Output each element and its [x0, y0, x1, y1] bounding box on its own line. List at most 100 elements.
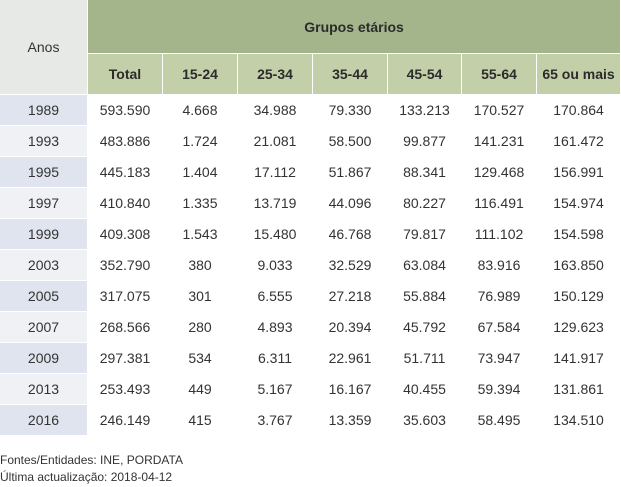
value-cell: 280: [163, 312, 238, 343]
value-cell: 13.359: [313, 405, 388, 436]
table-row: 2007 268.566 280 4.893 20.394 45.792 67.584 129…: [0, 312, 621, 343]
value-cell: 268.566: [88, 312, 163, 343]
value-cell: 22.961: [313, 343, 388, 374]
value-cell: 63.084: [388, 250, 462, 281]
value-cell: 76.989: [462, 281, 537, 312]
value-cell: 445.183: [88, 157, 163, 188]
value-cell: 99.877: [388, 126, 462, 157]
year-cell: 1997: [0, 188, 88, 219]
value-cell: 58.495: [462, 405, 537, 436]
value-cell: 80.227: [388, 188, 462, 219]
value-cell: 6.555: [238, 281, 313, 312]
value-cell: 4.893: [238, 312, 313, 343]
value-cell: 141.231: [462, 126, 537, 157]
table-row: 1995 445.183 1.404 17.112 51.867 88.341 129.46…: [0, 157, 621, 188]
value-cell: 3.767: [238, 405, 313, 436]
year-cell: 2013: [0, 374, 88, 405]
value-cell: 46.768: [313, 219, 388, 250]
table-row: 2009 297.381 534 6.311 22.961 51.711 73.947 141…: [0, 343, 621, 374]
year-cell: 2016: [0, 405, 88, 436]
year-cell: 1999: [0, 219, 88, 250]
footer-sources: Fontes/Entidades: INE, PORDATA: [0, 453, 183, 467]
table-row: 2013 253.493 449 5.167 16.167 40.455 59.394 131…: [0, 374, 621, 405]
value-cell: 170.864: [537, 95, 621, 126]
column-header-row: Total 15-24 25-34 35-44 45-54 55-64 65 o…: [0, 54, 621, 95]
year-cell: 2003: [0, 250, 88, 281]
value-cell: 4.668: [163, 95, 238, 126]
value-cell: 13.719: [238, 188, 313, 219]
value-cell: 1.335: [163, 188, 238, 219]
value-cell: 1.404: [163, 157, 238, 188]
table-body: 1989 593.590 4.668 34.988 79.330 133.213 170.5…: [0, 95, 621, 436]
value-cell: 246.149: [88, 405, 163, 436]
value-cell: 116.491: [462, 188, 537, 219]
table-row: 1997 410.840 1.335 13.719 44.096 80.227 116.49…: [0, 188, 621, 219]
value-cell: 73.947: [462, 343, 537, 374]
value-cell: 21.081: [238, 126, 313, 157]
value-cell: 593.590: [88, 95, 163, 126]
value-cell: 409.308: [88, 219, 163, 250]
value-cell: 301: [163, 281, 238, 312]
value-cell: 129.468: [462, 157, 537, 188]
value-cell: 154.598: [537, 219, 621, 250]
value-cell: 55.884: [388, 281, 462, 312]
value-cell: 170.527: [462, 95, 537, 126]
value-cell: 34.988: [238, 95, 313, 126]
value-cell: 297.381: [88, 343, 163, 374]
value-cell: 79.330: [313, 95, 388, 126]
value-cell: 9.033: [238, 250, 313, 281]
value-cell: 88.341: [388, 157, 462, 188]
value-cell: 154.974: [537, 188, 621, 219]
value-cell: 141.917: [537, 343, 621, 374]
value-cell: 380: [163, 250, 238, 281]
value-cell: 79.817: [388, 219, 462, 250]
table-row: 2005 317.075 301 6.555 27.218 55.884 76.989 150…: [0, 281, 621, 312]
value-cell: 35.603: [388, 405, 462, 436]
column-header-35-44: 35-44: [313, 54, 388, 95]
value-cell: 15.480: [238, 219, 313, 250]
value-cell: 59.394: [462, 374, 537, 405]
table-row: 1999 409.308 1.543 15.480 46.768 79.817 111.10…: [0, 219, 621, 250]
year-cell: 1989: [0, 95, 88, 126]
value-cell: 161.472: [537, 126, 621, 157]
table-row: 2003 352.790 380 9.033 32.529 63.084 83.916 163…: [0, 250, 621, 281]
value-cell: 483.886: [88, 126, 163, 157]
value-cell: 1.543: [163, 219, 238, 250]
table-row: 1993 483.886 1.724 21.081 58.500 99.877 141.23…: [0, 126, 621, 157]
column-header-65-ou-mais: 65 ou mais: [537, 54, 621, 95]
value-cell: 352.790: [88, 250, 163, 281]
year-cell: 2005: [0, 281, 88, 312]
value-cell: 32.529: [313, 250, 388, 281]
column-header-total: Total: [88, 54, 163, 95]
value-cell: 156.991: [537, 157, 621, 188]
value-cell: 20.394: [313, 312, 388, 343]
value-cell: 16.167: [313, 374, 388, 405]
value-cell: 67.584: [462, 312, 537, 343]
value-cell: 5.167: [238, 374, 313, 405]
age-group-table: Anos Grupos etários Total 15-24 25-34 35…: [0, 0, 621, 436]
value-cell: 111.102: [462, 219, 537, 250]
value-cell: 27.218: [313, 281, 388, 312]
year-cell: 2009: [0, 343, 88, 374]
value-cell: 6.311: [238, 343, 313, 374]
value-cell: 534: [163, 343, 238, 374]
value-cell: 17.112: [238, 157, 313, 188]
header-anos: Anos: [0, 0, 88, 95]
value-cell: 58.500: [313, 126, 388, 157]
year-cell: 1993: [0, 126, 88, 157]
value-cell: 150.129: [537, 281, 621, 312]
value-cell: 51.711: [388, 343, 462, 374]
value-cell: 131.861: [537, 374, 621, 405]
column-header-45-54: 45-54: [388, 54, 462, 95]
value-cell: 83.916: [462, 250, 537, 281]
value-cell: 44.096: [313, 188, 388, 219]
column-header-15-24: 15-24: [163, 54, 238, 95]
value-cell: 134.510: [537, 405, 621, 436]
table-row: 2016 246.149 415 3.767 13.359 35.603 58.495 134…: [0, 405, 621, 436]
year-cell: 2007: [0, 312, 88, 343]
value-cell: 133.213: [388, 95, 462, 126]
table-row: 1989 593.590 4.668 34.988 79.330 133.213 170.5…: [0, 95, 621, 126]
value-cell: 317.075: [88, 281, 163, 312]
value-cell: 40.455: [388, 374, 462, 405]
footer-last-update: Última actualização: 2018-04-12: [0, 470, 173, 484]
